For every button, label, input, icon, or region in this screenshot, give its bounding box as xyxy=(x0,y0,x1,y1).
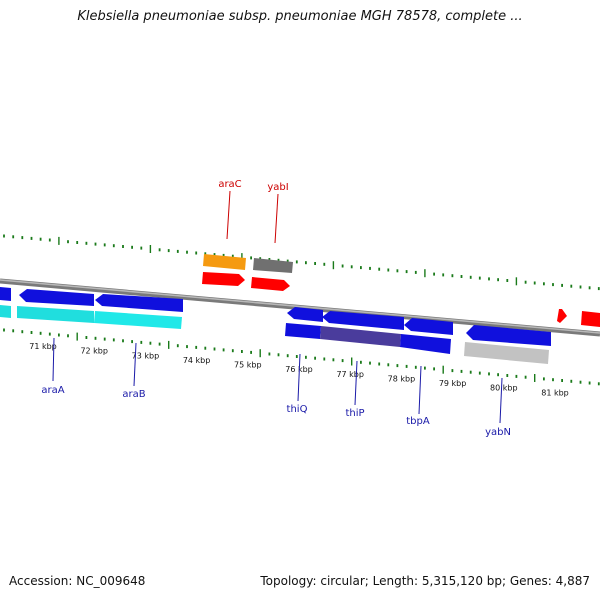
cds-yabn[interactable] xyxy=(464,342,549,364)
cds-thiq[interactable] xyxy=(285,323,321,339)
leader-arab xyxy=(133,342,137,387)
label-arab[interactable]: araB xyxy=(122,389,145,400)
genome-backbone-highlight xyxy=(0,279,600,334)
gene-yabi[interactable] xyxy=(251,277,290,291)
gene-right-fwd-small[interactable] xyxy=(557,309,567,323)
label-tbpa[interactable]: tbpA xyxy=(406,416,430,427)
outer-tick-track xyxy=(3,234,600,291)
cds-yabi[interactable] xyxy=(253,258,293,273)
label-araa[interactable]: araA xyxy=(41,385,64,396)
leader-yabn xyxy=(499,377,503,424)
scale-label: 71 kbp xyxy=(29,342,57,351)
leader-thip xyxy=(354,360,358,406)
gene-araa[interactable] xyxy=(19,289,94,306)
cds-left-edge[interactable] xyxy=(0,305,11,318)
gene-thip[interactable] xyxy=(322,311,404,330)
gene-arab[interactable] xyxy=(95,294,183,312)
scale-label: 74 kbp xyxy=(183,356,211,365)
scale-label: 72 kbp xyxy=(80,347,108,356)
gene-thiq[interactable] xyxy=(287,307,323,322)
scale-label: 78 kbp xyxy=(388,374,416,383)
leader-thiq xyxy=(297,353,301,402)
scale-label: 77 kbp xyxy=(336,370,364,379)
label-yabi[interactable]: yabI xyxy=(267,182,288,193)
gene-yabn[interactable] xyxy=(466,325,551,346)
label-leaders xyxy=(52,190,503,424)
reverse-track xyxy=(0,287,551,364)
cds-arac[interactable] xyxy=(203,254,246,270)
leader-tbpa xyxy=(418,365,422,415)
cds-thip[interactable] xyxy=(320,326,401,347)
scale-label: 81 kbp xyxy=(541,388,569,397)
leader-araa xyxy=(52,337,55,382)
cds-tbpa[interactable] xyxy=(400,334,451,354)
gene-labels: araC yabI araA araB thiQ thiP tbpA yabN xyxy=(41,179,511,438)
gene-right-fwd[interactable] xyxy=(581,311,600,327)
label-thiq[interactable]: thiQ xyxy=(287,404,308,415)
gene-tbpa[interactable] xyxy=(404,318,453,335)
cds-araa[interactable] xyxy=(17,306,94,323)
gene-arac[interactable] xyxy=(202,272,245,286)
leader-yabi xyxy=(274,193,279,244)
label-arac[interactable]: araC xyxy=(218,179,241,190)
gene-left-edge[interactable] xyxy=(0,287,11,301)
scale-label: 73 kbp xyxy=(132,351,160,360)
label-yabn[interactable]: yabN xyxy=(485,427,511,438)
topology-text: Topology: circular; Length: 5,315,120 bp… xyxy=(260,574,590,588)
scale-label: 79 kbp xyxy=(439,379,467,388)
map-title: Klebsiella pneumoniae subsp. pneumoniae … xyxy=(77,9,523,24)
inner-tick-track xyxy=(3,328,600,386)
forward-track xyxy=(202,254,600,327)
cds-arab[interactable] xyxy=(94,311,182,329)
scale-label: 80 kbp xyxy=(490,384,518,393)
scale-label: 75 kbp xyxy=(234,361,262,370)
label-thip[interactable]: thiP xyxy=(345,408,364,419)
accession-text: Accession: NC_009648 xyxy=(9,574,146,588)
genome-backbone xyxy=(0,278,600,337)
leader-arac xyxy=(226,190,231,240)
